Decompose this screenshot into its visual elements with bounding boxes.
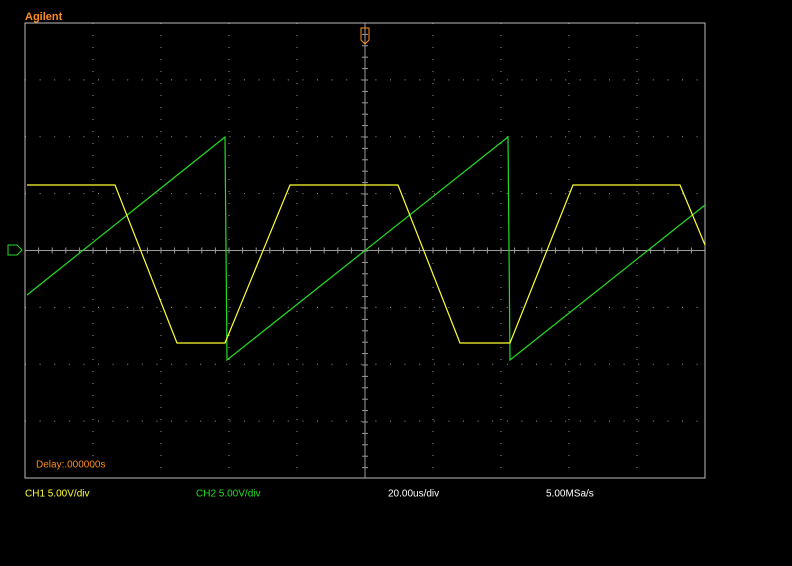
trigger-marker: [360, 27, 370, 45]
sample-rate: 5.00MSa/s: [546, 489, 594, 500]
ch2-trace: [26, 135, 706, 362]
graticule-border: [24, 22, 706, 479]
delay-readout: Delay:.000000s: [36, 460, 106, 471]
ch-ground-marker: [7, 244, 23, 256]
timebase: 20.00us/div: [388, 489, 439, 500]
brand: Agilent: [25, 11, 63, 23]
ch1-scale: CH1 5.00V/div: [25, 489, 89, 500]
ch1-trace: [27, 184, 706, 344]
ch2-scale: CH2 5.00V/div: [196, 489, 260, 500]
